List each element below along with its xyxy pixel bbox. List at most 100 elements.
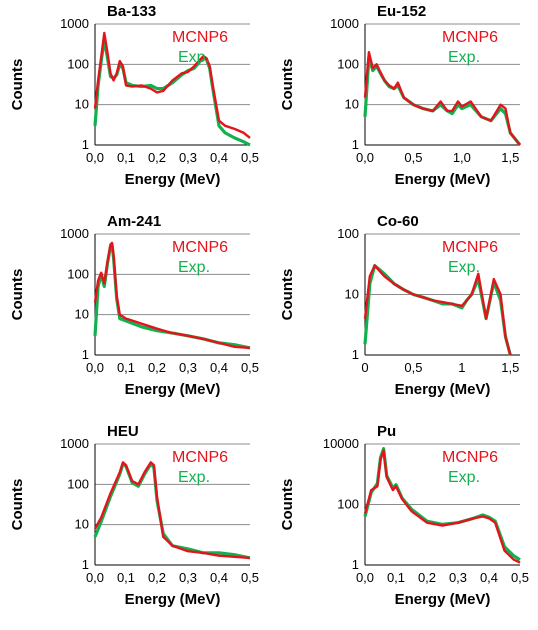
y-tick-label: 1 [352,137,359,152]
y-tick-label: 10 [75,517,89,532]
chart-panel: 1 10 100 1000 0,0 0,1 0,2 0,3 0,4 0,5 Ba-133 MCNP6 E… [0,0,260,205]
chart-title: Am-241 [107,213,161,230]
x-tick-label: 0,2 [418,570,436,585]
y-axis-label: Counts [279,59,296,111]
x-tick-label: 0,5 [404,150,422,165]
series-line-exp [93,38,251,147]
y-tick-label: 100 [337,56,359,71]
series-line-mcnp6 [363,449,521,564]
x-tick-label: 0,1 [387,570,405,585]
x-tick-label: 1,5 [501,150,519,165]
y-tick-label: 1000 [60,226,89,241]
chart-svg: 1 10 100 1000 0,0 0,1 0,2 0,3 0,4 0,5 HEU MCNP6 Exp.… [9,423,259,608]
legend-entry-exp: Exp. [448,469,480,486]
legend-entry-mcnp6: MCNP6 [172,239,228,256]
legend: MCNP6 Exp. [442,449,498,486]
legend-entry-exp: Exp. [178,259,210,276]
x-tick-label: 0,4 [210,570,228,585]
y-axis-label: Counts [279,269,296,321]
y-tick-label: 100 [67,476,89,491]
chart-svg: 1 10 100 1000 0,0 0,1 0,2 0,3 0,4 0,5 Am-241 MCNP6 E… [9,213,259,398]
series-line-exp [363,55,522,147]
y-tick-label: 1 [352,347,359,362]
chart-panel: 1 10 100 1000 0,0 0,5 1,0 1,5 Eu-152 MCNP6 Exp. Ene… [270,0,530,205]
legend: MCNP6 Exp. [442,29,498,66]
series-line-mcnp6 [363,264,512,356]
legend-entry-mcnp6: MCNP6 [442,239,498,256]
y-tick-label: 100 [337,497,359,512]
x-axis-label: Energy (MeV) [395,171,491,188]
x-axis-label: Energy (MeV) [125,171,221,188]
series-line-mcnp6 [363,51,521,146]
x-tick-label: 0,3 [179,360,197,375]
x-tick-label: 0,0 [86,360,104,375]
y-tick-label: 1000 [60,436,89,451]
x-tick-label: 0,2 [148,570,166,585]
y-tick-label: 100 [337,226,359,241]
chart-title: Ba-133 [107,3,156,20]
y-tick-label: 1 [82,347,89,362]
chart-svg: 1 10 100 1000 0,0 0,5 1,0 1,5 Eu-152 MCNP6 Exp. Ene… [279,3,522,188]
y-tick-label: 100 [67,56,89,71]
chart-svg: 1 10 100 1000 0,0 0,1 0,2 0,3 0,4 0,5 Ba-133 MCNP6 E… [9,3,259,188]
x-axis-label: Energy (MeV) [125,591,221,608]
y-tick-label: 10 [345,97,359,112]
x-tick-label: 1 [458,360,465,375]
y-axis-label: Counts [9,59,26,111]
x-axis-label: Energy (MeV) [395,381,491,398]
legend-entry-mcnp6: MCNP6 [442,449,498,466]
chart-title: Pu [377,423,396,440]
chart-title: Co-60 [377,213,419,230]
x-tick-label: 0,0 [356,150,374,165]
chart-panel: 1 100 10000 0,0 0,1 0,2 0,3 0,4 0,5 Pu MCNP6 Exp. En… [270,420,530,625]
series-line-mcnp6 [93,31,251,139]
x-tick-label: 1,0 [453,150,471,165]
x-tick-label: 0,5 [241,360,259,375]
x-tick-label: 0,3 [449,570,467,585]
x-tick-label: 0 [361,360,368,375]
y-axis-label: Counts [9,479,26,531]
x-tick-label: 0,2 [148,150,166,165]
x-tick-label: 0,2 [148,360,166,375]
legend-entry-exp: Exp. [178,49,210,66]
x-axis-label: Energy (MeV) [125,381,221,398]
x-tick-label: 0,4 [480,570,498,585]
legend-entry-mcnp6: MCNP6 [172,449,228,466]
x-tick-label: 0,0 [86,570,104,585]
legend-entry-exp: Exp. [448,49,480,66]
y-tick-label: 10000 [323,436,359,451]
y-tick-label: 1 [82,557,89,572]
x-tick-label: 0,0 [356,570,374,585]
y-tick-label: 1000 [60,16,89,31]
legend-entry-mcnp6: MCNP6 [172,29,228,46]
y-tick-label: 1 [352,557,359,572]
x-tick-label: 0,5 [404,360,422,375]
x-tick-label: 0,1 [117,570,135,585]
y-axis-label: Counts [9,269,26,321]
x-tick-label: 0,1 [117,150,135,165]
x-tick-label: 0,1 [117,360,135,375]
legend: MCNP6 Exp. [172,29,228,66]
y-tick-label: 10 [75,307,89,322]
chart-panel: 1 10 100 1000 0,0 0,1 0,2 0,3 0,4 0,5 Am-241 MCNP6 E… [0,210,260,415]
y-tick-label: 1000 [330,16,359,31]
legend-entry-mcnp6: MCNP6 [442,29,498,46]
x-tick-label: 0,0 [86,150,104,165]
legend: MCNP6 Exp. [172,239,228,276]
x-tick-label: 0,4 [210,360,228,375]
x-tick-label: 0,3 [179,570,197,585]
y-tick-label: 10 [75,97,89,112]
legend: MCNP6 Exp. [442,239,498,276]
y-tick-label: 100 [67,266,89,281]
x-tick-label: 0,3 [179,150,197,165]
chart-panel: 1 10 100 1000 0,0 0,1 0,2 0,3 0,4 0,5 HEU MCNP6 Exp.… [0,420,260,625]
legend: MCNP6 Exp. [172,449,228,486]
y-tick-label: 1 [82,137,89,152]
x-tick-label: 0,4 [210,150,228,165]
y-axis-label: Counts [279,479,296,531]
x-tick-label: 0,5 [241,150,259,165]
legend-entry-exp: Exp. [178,469,210,486]
chart-panel: 1 10 100 0 0,5 1 1,5 Co-60 MCNP6 Exp. Energy (MeV)… [270,210,530,415]
x-axis-label: Energy (MeV) [395,591,491,608]
chart-svg: 1 100 10000 0,0 0,1 0,2 0,3 0,4 0,5 Pu MCNP6 Exp. En… [279,423,529,608]
